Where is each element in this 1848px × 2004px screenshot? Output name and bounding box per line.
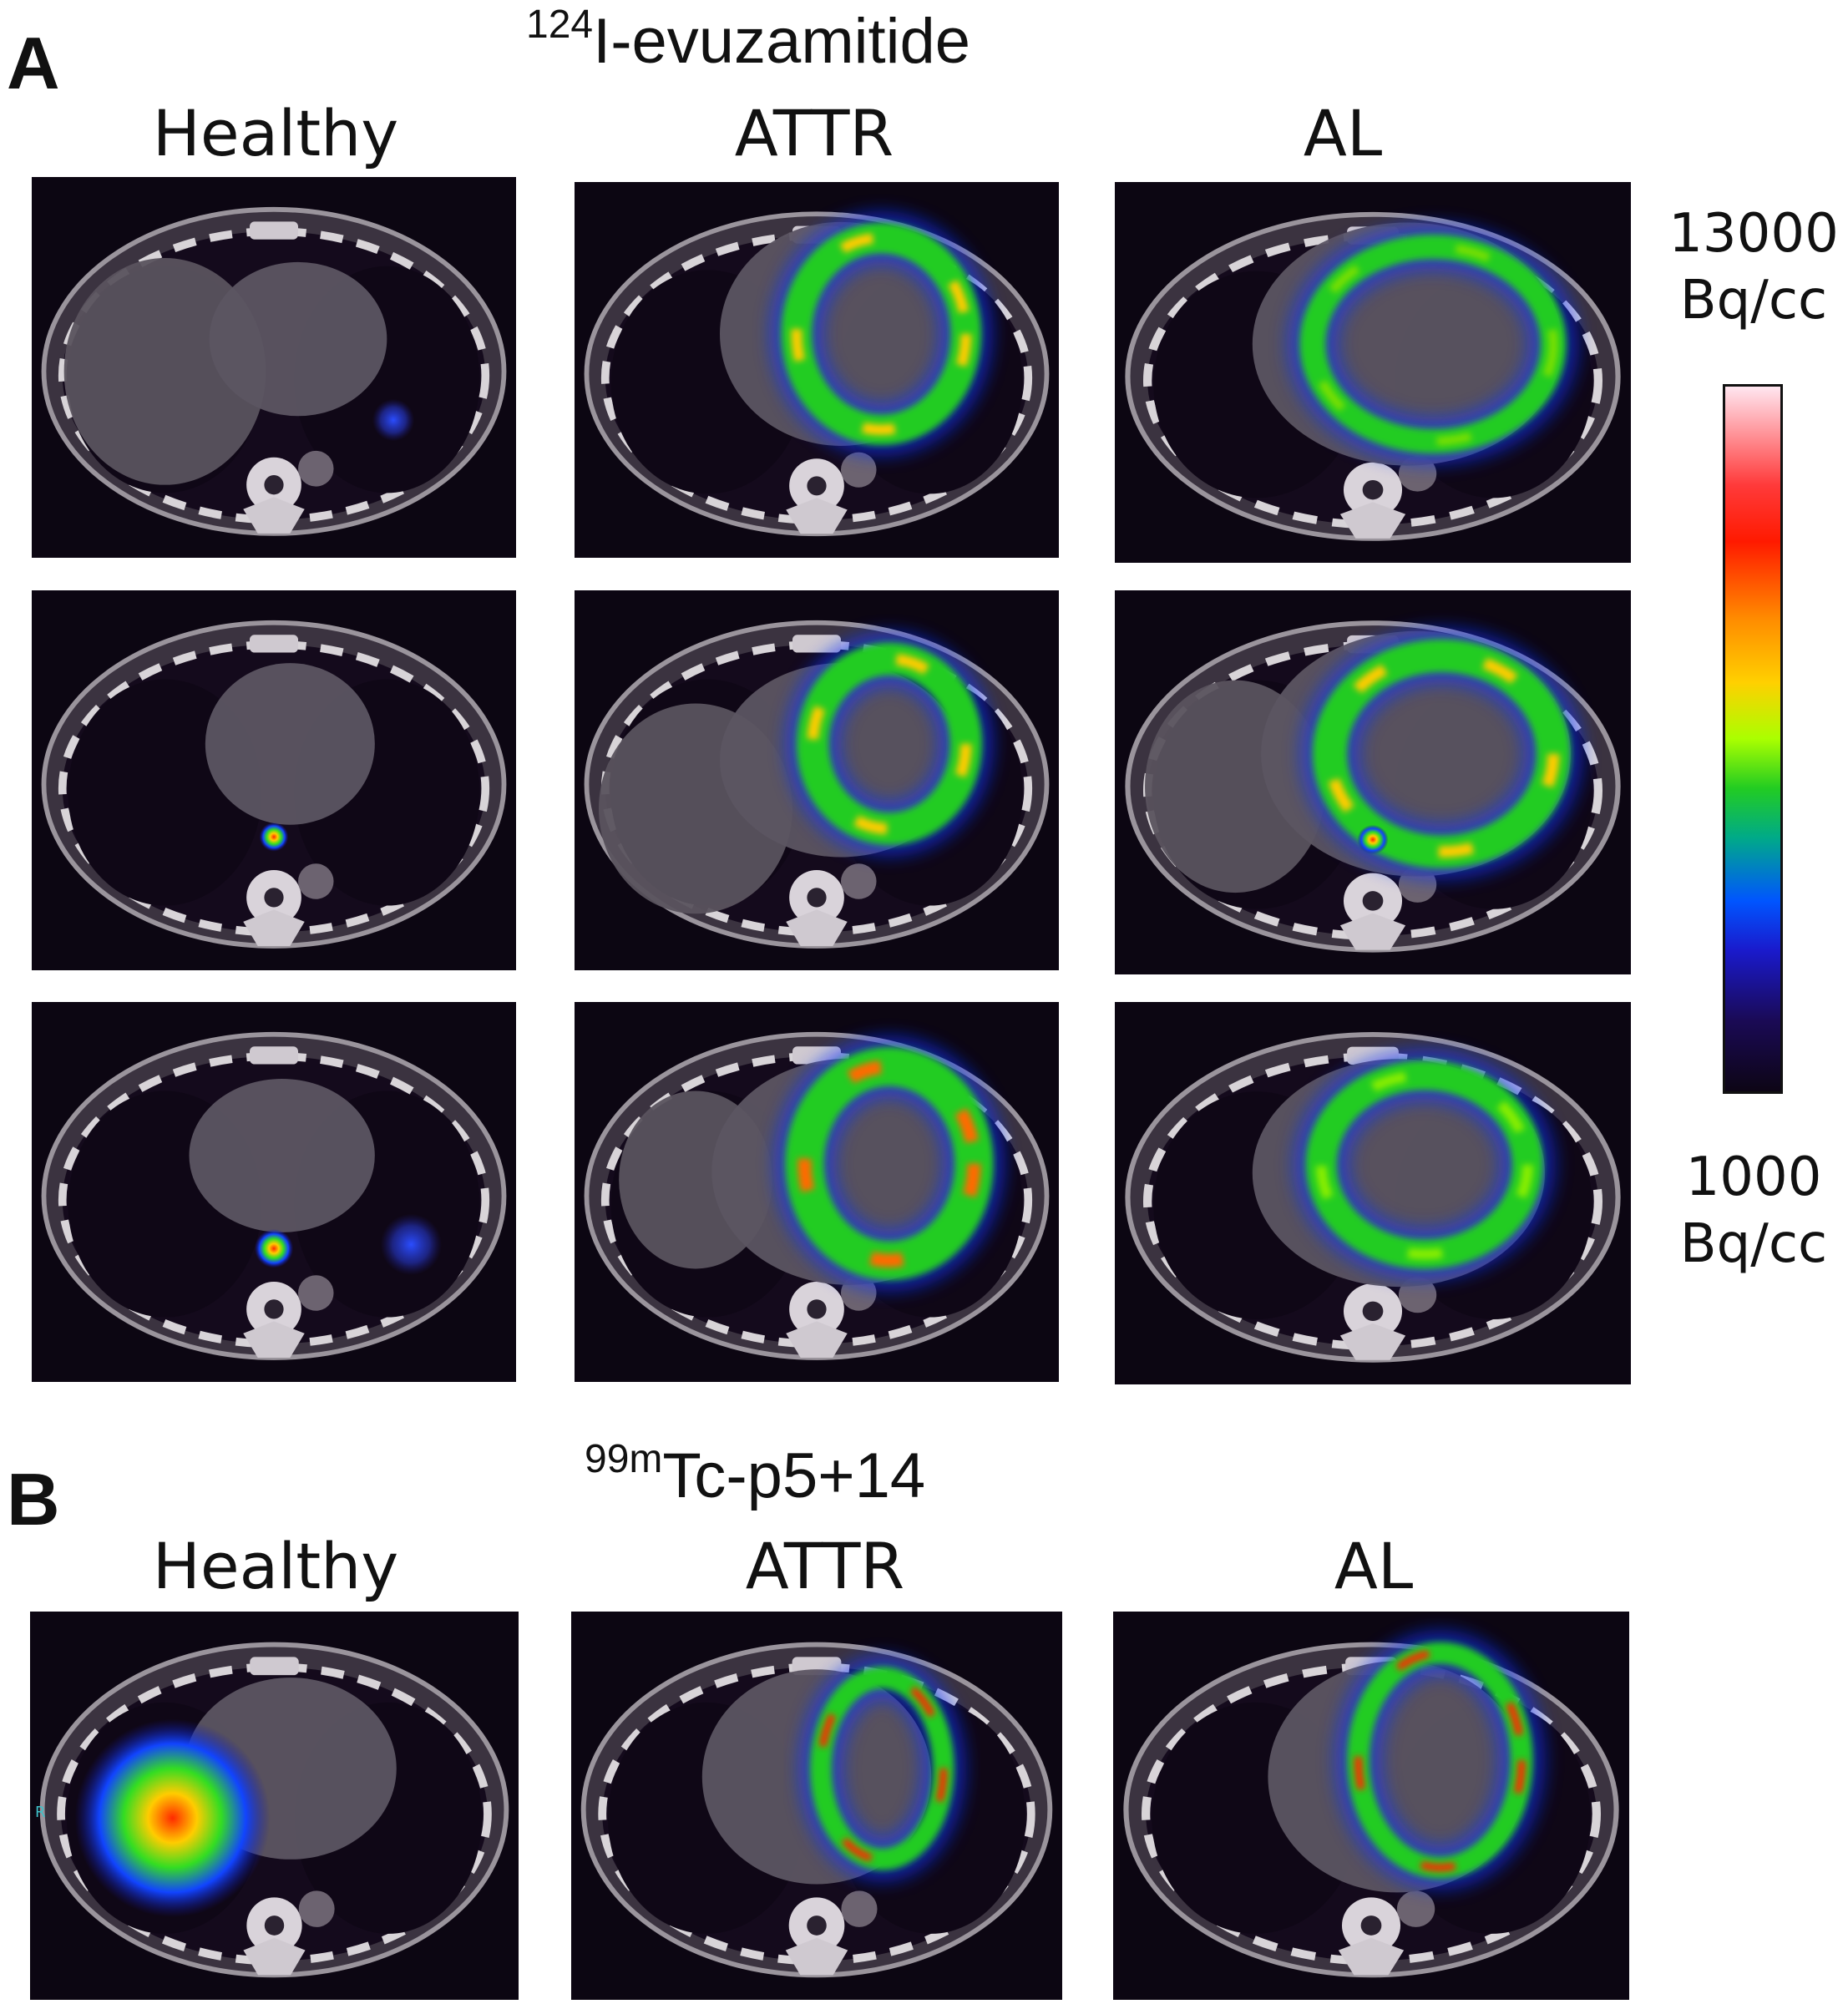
panel-b-column-healthy: Healthy (152, 1529, 399, 1603)
panel-a-column-attr: ATTR (734, 96, 894, 170)
scan-b-al (1113, 1612, 1629, 2000)
scan-a-attr-2 (575, 590, 1059, 970)
scan-a-al-3 (1115, 1002, 1631, 1384)
scan-a-healthy-1 (32, 177, 516, 558)
panel-a-column-healthy: Healthy (152, 96, 399, 170)
scan-a-attr-3 (575, 1002, 1059, 1382)
panel-b-letter: B (7, 1458, 60, 1541)
scan-a-al-2 (1115, 590, 1631, 974)
panel-a-column-al: AL (1303, 96, 1383, 170)
scan-a-al-1 (1115, 182, 1631, 563)
scan-b-attr (571, 1612, 1062, 2000)
scan-orientation-marker: R (35, 1804, 46, 1821)
scan-a-attr-1 (575, 182, 1059, 558)
panel-b-tracer-name: Tc-p5+14 (662, 1440, 926, 1511)
scan-a-healthy-3 (32, 1002, 516, 1382)
panel-a-tracer-name: I-evuzamitide (593, 6, 971, 77)
panel-b-column-attr: ATTR (745, 1529, 905, 1603)
panel-a-letter: A (7, 22, 60, 104)
panel-a-tracer-isotope: 124 (526, 3, 594, 47)
scale-max-unit: Bq/cc (1679, 270, 1828, 331)
panel-b-tracer-isotope: 99m (585, 1437, 663, 1481)
scale-max-label: 13000 Bq/cc (1653, 200, 1848, 334)
scan-a-healthy-2 (32, 590, 516, 970)
scale-min-value: 1000 (1685, 1146, 1822, 1208)
scan-b-healthy: R (30, 1612, 519, 2000)
panel-b-column-al: AL (1334, 1529, 1414, 1603)
panel-a-tracer: 124I-evuzamitide (526, 5, 970, 73)
scale-min-unit: Bq/cc (1679, 1213, 1828, 1275)
scale-max-value: 13000 (1668, 203, 1839, 265)
scale-min-label: 1000 Bq/cc (1653, 1144, 1848, 1278)
panel-b-tracer: 99mTc-p5+14 (585, 1440, 925, 1508)
color-scale-bar (1723, 384, 1783, 1094)
